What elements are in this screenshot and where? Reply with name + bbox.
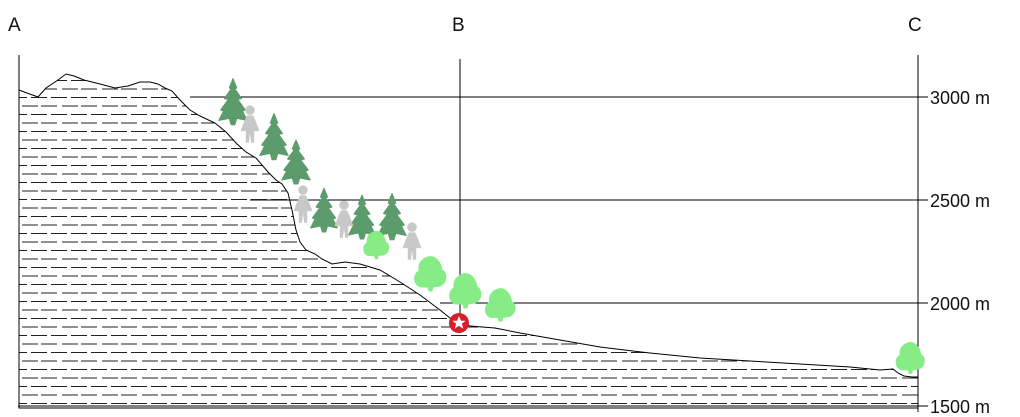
broadleaf-tree-icon	[415, 257, 446, 291]
point-label-c: C	[908, 15, 922, 36]
elevation-label-2000: 2000 m	[930, 294, 990, 314]
point-label-b: B	[452, 15, 465, 36]
broadleaf-tree-icon	[485, 289, 515, 322]
elevation-label-2500: 2500 m	[930, 191, 990, 211]
conifer-tree-icon	[349, 195, 376, 239]
elevation-label-1500: 1500 m	[930, 397, 990, 417]
conifer-tree-icon	[282, 140, 311, 184]
broadleaf-tree-icon	[364, 231, 389, 258]
red-star-marker-icon	[449, 313, 469, 333]
elevation-label-3000: 3000 m	[930, 88, 990, 108]
point-label-a: A	[8, 15, 21, 36]
person-icon	[403, 222, 422, 259]
broadleaf-tree-icon	[450, 274, 481, 308]
conifer-tree-icon	[219, 79, 248, 125]
conifer-tree-icon	[311, 188, 338, 232]
conifer-tree-icon	[260, 114, 289, 160]
terrain-cross-section	[19, 74, 918, 408]
person-icon	[294, 185, 313, 222]
broadleaf-tree-icon	[896, 343, 924, 374]
